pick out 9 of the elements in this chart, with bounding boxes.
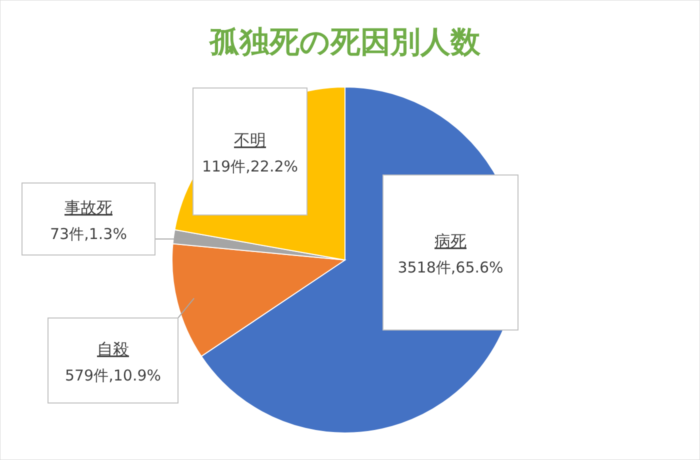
slice-label: 事故死 [64, 198, 112, 217]
slice-label: 病死 [434, 232, 466, 250]
data-label: 73件,1.3% [50, 225, 127, 243]
data-label: 119件,22.2% [202, 158, 298, 176]
title: 孤独死の死因別人数 [210, 25, 480, 60]
slice-label: 自殺 [97, 340, 129, 358]
data-label: 3518件,65.6% [398, 258, 504, 276]
data-label: 579件,10.9% [64, 366, 162, 384]
slice-label: 不明 [234, 130, 266, 150]
